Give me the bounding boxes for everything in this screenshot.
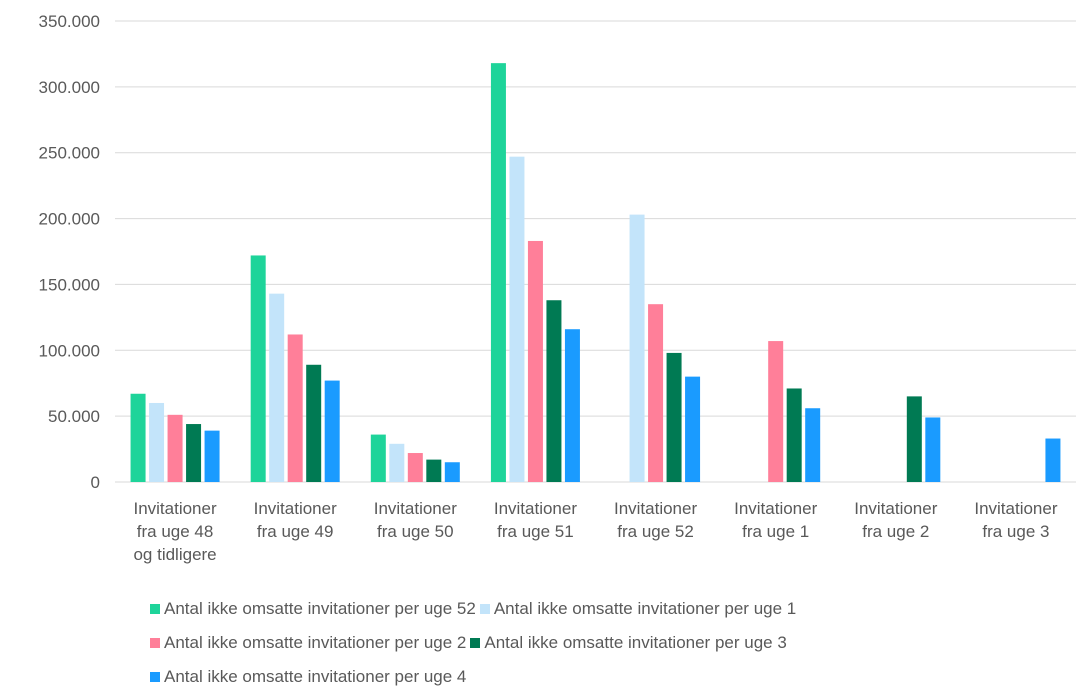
bar [685, 376, 701, 482]
bar [666, 352, 682, 482]
bar [925, 417, 941, 482]
x-category-label: Invitationer fra uge 1 [734, 499, 817, 541]
bar [306, 364, 322, 482]
bar [204, 430, 220, 482]
x-category-label: Invitationer fra uge 2 [854, 499, 937, 541]
y-axis-tick-labels: 0 50.000 100.000 150.000 200.000 250.000 300.0… [39, 12, 100, 492]
bar [490, 63, 506, 483]
bar [287, 334, 303, 482]
y-tick-label: 150.000 [39, 275, 100, 294]
bar [250, 255, 266, 482]
bar [407, 453, 423, 482]
legend-row: Antal ikke omsatte invitationer per uge … [150, 626, 1010, 660]
bars [130, 63, 1061, 483]
bar [426, 459, 442, 482]
bar [906, 396, 922, 482]
bar [324, 380, 340, 482]
legend-item: Antal ikke omsatte invitationer per uge … [150, 633, 466, 653]
legend-item: Antal ikke omsatte invitationer per uge … [479, 599, 797, 619]
bar [786, 388, 802, 482]
legend-item: Antal ikke omsatte invitationer per uge … [150, 667, 466, 687]
bar [805, 408, 821, 482]
y-tick-label: 200.000 [39, 210, 100, 229]
y-tick-label: 0 [91, 473, 100, 492]
legend-swatch [150, 672, 160, 682]
bar [269, 293, 285, 482]
bar [648, 304, 664, 482]
x-category-label: Invitationer fra uge 48 og tidligere [133, 499, 216, 564]
legend-swatch [150, 638, 160, 648]
y-tick-label: 250.000 [39, 144, 100, 163]
x-category-label: Invitationer fra uge 52 [614, 499, 697, 541]
legend-swatch [479, 604, 490, 614]
legend-item: Antal ikke omsatte invitationer per uge … [150, 599, 476, 619]
bar [1045, 438, 1061, 482]
legend-label: Antal ikke omsatte invitationer per uge … [164, 633, 467, 652]
bar [629, 214, 645, 482]
bar [546, 300, 562, 482]
legend-swatch [470, 638, 481, 648]
x-category-label: Invitationer fra uge 3 [974, 499, 1057, 541]
bar [509, 156, 525, 482]
legend-row: Antal ikke omsatte invitationer per uge … [150, 660, 1010, 694]
y-tick-label: 100.000 [39, 341, 100, 360]
bar [564, 329, 580, 482]
legend-row: Antal ikke omsatte invitationer per uge … [150, 592, 1010, 626]
bar [130, 393, 146, 482]
legend: Antal ikke omsatte invitationer per uge … [150, 592, 1010, 694]
bar [167, 414, 183, 482]
y-tick-label: 300.000 [39, 78, 100, 97]
bar [149, 402, 165, 482]
x-category-label: Invitationer fra uge 51 [494, 499, 577, 541]
y-tick-label: 50.000 [48, 407, 100, 426]
x-category-label: Invitationer fra uge 50 [374, 499, 457, 541]
legend-label: Antal ikke omsatte invitationer per uge … [164, 599, 476, 618]
bar [370, 434, 386, 482]
bar [768, 341, 784, 482]
bar-chart: 0 50.000 100.000 150.000 200.000 250.000 300.0… [39, 12, 1076, 564]
x-category-label: Invitationer fra uge 49 [254, 499, 337, 541]
bar [527, 240, 543, 482]
legend-label: Antal ikke omsatte invitationer per uge … [164, 667, 467, 686]
bar [444, 462, 460, 482]
y-tick-label: 350.000 [39, 12, 100, 31]
bar [186, 424, 202, 482]
legend-item: Antal ikke omsatte invitationer per uge … [470, 633, 787, 653]
x-axis-category-labels: Invitationer fra uge 48 og tidligere Invita… [133, 499, 1057, 564]
legend-label: Antal ikke omsatte invitationer per uge … [493, 599, 797, 618]
bar [389, 443, 405, 482]
legend-swatch [150, 604, 160, 614]
legend-label: Antal ikke omsatte invitationer per uge … [484, 633, 787, 652]
